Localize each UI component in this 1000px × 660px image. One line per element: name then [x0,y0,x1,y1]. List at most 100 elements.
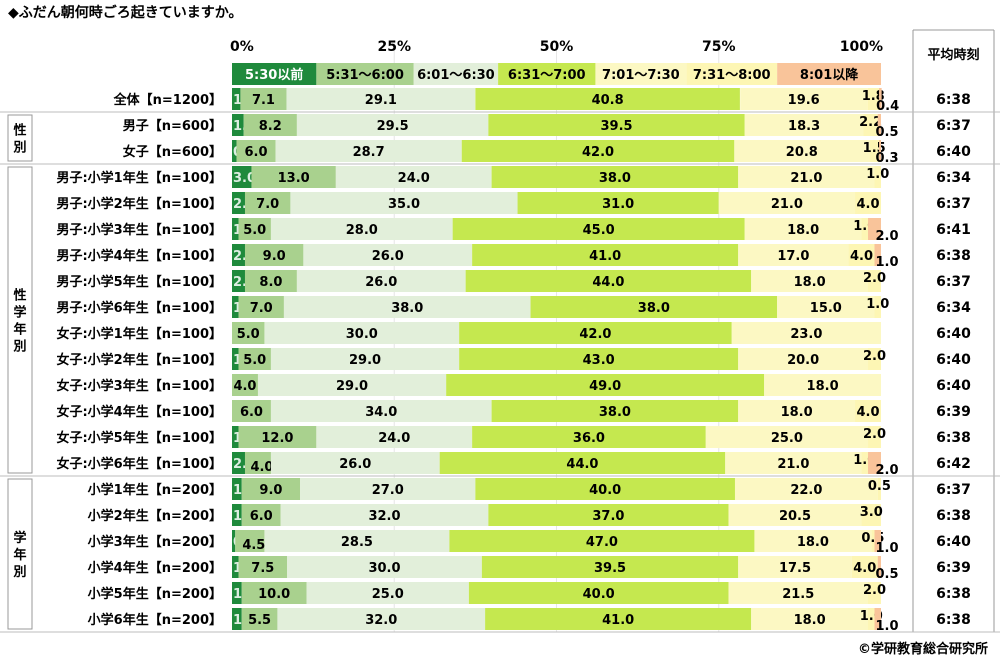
row-label: 女子【n=600】 [123,144,222,160]
bar-segment [705,426,869,448]
legend-swatch [595,63,687,85]
data-label: 20.5 [779,509,811,524]
bar-segment [240,88,287,110]
bar-segment [232,88,241,110]
avg-value: 6:37 [936,482,971,498]
bar-segment [481,556,739,578]
bar-segment [316,426,473,448]
data-label: 20.0 [787,353,819,368]
bar-segment [738,348,869,370]
data-label: 42.0 [582,145,614,160]
x-tick-label: 75% [702,39,736,55]
group-label: 別 [12,565,26,580]
bar-segment [232,556,239,578]
bar-segment [232,348,239,370]
bar-segment [286,88,476,110]
data-label: 8.0 [259,275,282,290]
bar-segment [764,374,881,396]
avg-value: 6:38 [936,508,971,524]
avg-value: 6:34 [936,170,971,186]
data-label: 17.5 [779,561,811,576]
data-label: 38.0 [638,301,670,316]
bar-segment [270,400,492,422]
data-label: 40.8 [592,93,624,108]
data-label: 1.0 [866,167,889,182]
avg-value: 6:38 [936,248,971,264]
row-label: 小学4年生【n=200】 [88,560,222,576]
row-label: 男子:小学1年生【n=100】 [56,170,222,186]
avg-value: 6:41 [936,222,971,238]
data-label: 9.0 [259,483,282,498]
bar-segment [459,322,732,344]
bar-segment [868,608,875,630]
x-tick-label: 0% [230,39,254,55]
legend-label: 6:31～7:00 [508,68,586,83]
data-label: 24.0 [398,171,430,186]
legend-swatch [777,63,881,85]
data-label: 43.0 [583,353,615,368]
data-label: 17.0 [777,249,809,264]
data-label: 40.0 [583,587,615,602]
row-label: 女子:小学5年生【n=100】 [56,430,222,446]
legend-swatch [232,63,317,85]
data-label: 40.0 [589,483,621,498]
data-label: 2.0 [875,463,898,478]
data-label: 41.0 [589,249,621,264]
data-label: 26.0 [339,457,371,472]
data-label: 25.0 [771,431,803,446]
bar-segment [244,244,304,266]
bar-segment [744,218,862,240]
bar-segment [728,582,869,604]
avg-value: 6:39 [936,560,971,576]
bar-segment [530,296,778,318]
bar-segment [874,296,881,318]
bar-segment [277,608,486,630]
bar-segment [738,556,852,578]
bar-segment [879,88,882,110]
bar-segment [874,166,881,188]
avg-header: 平均時刻 [927,47,979,63]
row-label: 小学3年生【n=200】 [88,534,222,550]
row-label: 女子:小学6年生【n=100】 [56,456,222,472]
data-label: 2.0 [863,349,886,364]
bar-segment [296,270,466,292]
data-label: 4.0 [853,561,876,576]
bar-segment [877,478,881,500]
bar-segment [241,478,301,500]
bar-segment [244,270,297,292]
bar-segment [452,218,745,240]
bar-segment [270,218,453,240]
row-label: 女子:小学1年生【n=100】 [56,326,222,342]
bar-segment [283,296,531,318]
bar-segment [777,296,875,318]
data-label: 27.0 [372,483,404,498]
data-label: 0.5 [868,479,891,494]
bar-segment [459,348,739,370]
bar-segment [232,582,242,604]
bar-segment [241,504,281,526]
data-label: 2.0 [863,583,886,598]
bar-segment [731,322,881,344]
row-label: 男子【n=600】 [123,118,222,134]
data-label: 38.0 [599,171,631,186]
data-label: 0.3 [875,151,898,166]
data-label: 4.0 [250,460,273,475]
legend-label: 5:30以前 [245,67,303,83]
bar-segment [303,244,473,266]
bar-segment [874,244,881,266]
legend-swatch [498,63,596,85]
bar-segment [738,400,856,422]
data-label: 3.0 [233,171,256,186]
data-label: 44.0 [592,275,624,290]
bar-segment [861,218,869,240]
bar-segment [740,88,868,110]
legend-label: 7:31～8:00 [693,68,771,83]
bar-segment [232,452,245,474]
data-label: 7.0 [250,301,273,316]
row-label: 男子:小学6年生【n=100】 [56,300,222,316]
bar-segment [232,192,245,214]
bar-segment [848,244,875,266]
data-label: 28.5 [341,535,373,550]
row-label: 小学2年生【n=200】 [88,508,222,524]
bar-segment [446,374,765,396]
